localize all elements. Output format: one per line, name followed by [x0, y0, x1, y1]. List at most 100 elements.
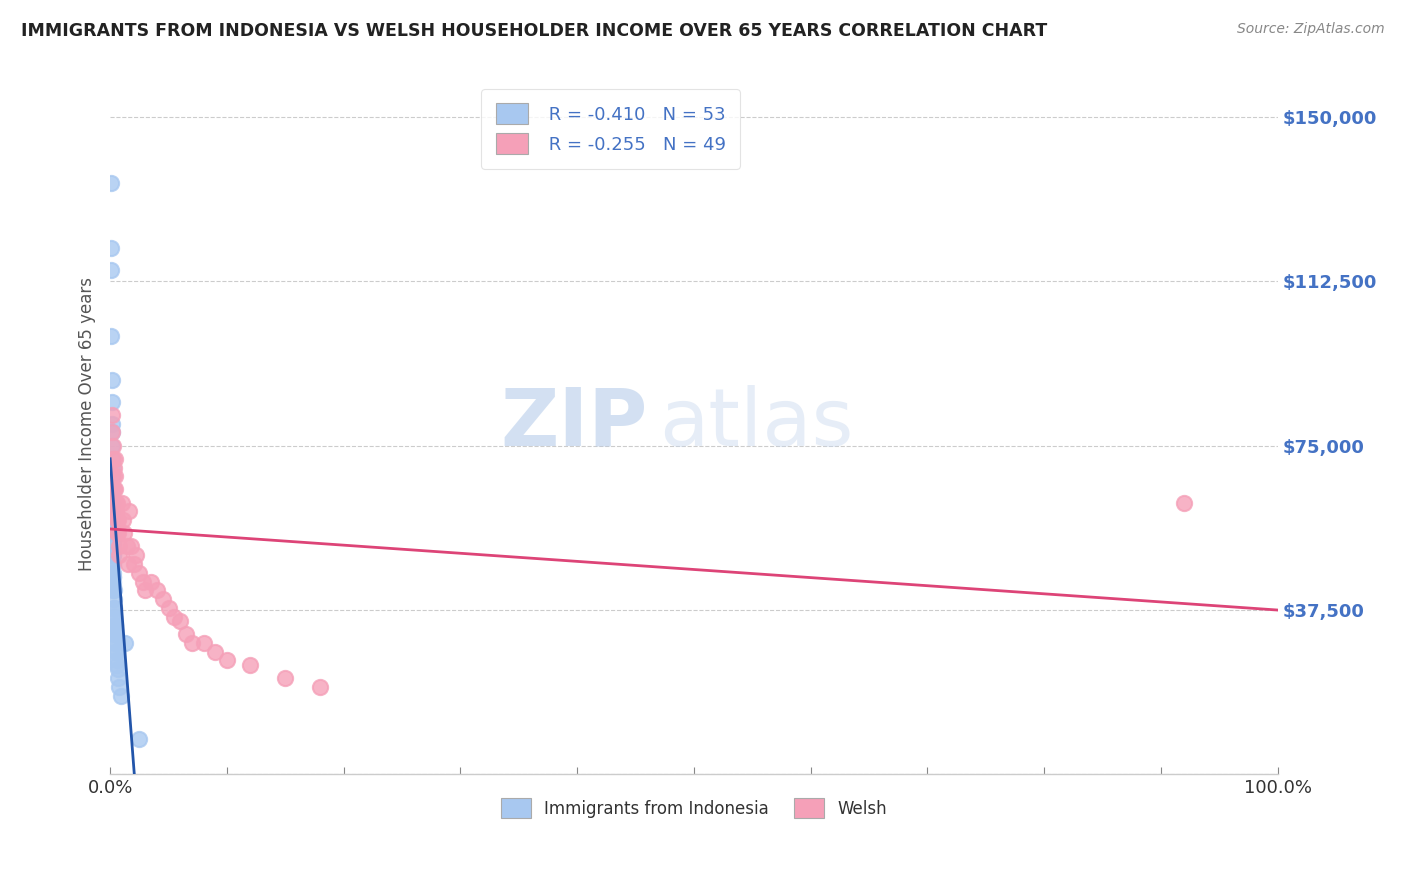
Point	[111, 513, 134, 527]
Point	[125, 548, 148, 562]
Point	[101, 570, 124, 584]
Point	[103, 600, 125, 615]
Point	[108, 680, 131, 694]
Point	[100, 417, 122, 431]
Point	[128, 732, 150, 747]
Point	[101, 425, 124, 440]
Point	[103, 483, 125, 497]
Point	[117, 557, 139, 571]
Point	[101, 495, 124, 509]
Point	[105, 513, 128, 527]
Text: Source: ZipAtlas.com: Source: ZipAtlas.com	[1237, 22, 1385, 37]
Point	[1173, 495, 1195, 509]
Point	[107, 671, 129, 685]
Point	[101, 557, 124, 571]
Point	[105, 636, 128, 650]
Point	[101, 522, 124, 536]
Point	[104, 636, 127, 650]
Legend: Immigrants from Indonesia, Welsh: Immigrants from Indonesia, Welsh	[489, 787, 898, 830]
Point	[101, 469, 124, 483]
Point	[101, 451, 124, 466]
Point	[103, 469, 125, 483]
Point	[118, 504, 141, 518]
Point	[111, 495, 134, 509]
Point	[104, 451, 127, 466]
Point	[103, 570, 125, 584]
Point	[101, 408, 124, 422]
Point	[107, 513, 129, 527]
Point	[101, 513, 124, 527]
Point	[105, 526, 128, 541]
Point	[152, 592, 174, 607]
Point	[108, 540, 131, 554]
Point	[103, 574, 125, 589]
Point	[101, 548, 124, 562]
Point	[122, 557, 145, 571]
Point	[101, 439, 124, 453]
Point	[101, 526, 124, 541]
Point	[101, 566, 124, 580]
Point	[108, 548, 131, 562]
Point	[174, 627, 197, 641]
Point	[193, 636, 215, 650]
Point	[120, 540, 142, 554]
Point	[101, 460, 124, 475]
Point	[103, 579, 125, 593]
Point	[100, 241, 122, 255]
Point	[100, 329, 122, 343]
Point	[103, 614, 125, 628]
Point	[134, 583, 156, 598]
Point	[100, 394, 122, 409]
Point	[101, 483, 124, 497]
Point	[103, 583, 125, 598]
Point	[103, 592, 125, 607]
Point	[104, 627, 127, 641]
Point	[239, 657, 262, 672]
Point	[110, 689, 132, 703]
Point	[104, 504, 127, 518]
Point	[101, 548, 124, 562]
Point	[103, 583, 125, 598]
Point	[105, 504, 128, 518]
Point	[101, 504, 124, 518]
Point	[146, 583, 169, 598]
Point	[100, 176, 122, 190]
Point	[101, 439, 124, 453]
Point	[169, 614, 191, 628]
Point	[132, 574, 155, 589]
Text: IMMIGRANTS FROM INDONESIA VS WELSH HOUSEHOLDER INCOME OVER 65 YEARS CORRELATION : IMMIGRANTS FROM INDONESIA VS WELSH HOUSE…	[21, 22, 1047, 40]
Point	[104, 483, 127, 497]
Point	[105, 645, 128, 659]
Point	[115, 540, 138, 554]
Point	[163, 609, 186, 624]
Y-axis label: Householder Income Over 65 years: Householder Income Over 65 years	[79, 277, 96, 571]
Text: ZIP: ZIP	[501, 384, 647, 463]
Point	[100, 263, 122, 277]
Point	[114, 636, 136, 650]
Point	[101, 557, 124, 571]
Point	[274, 671, 297, 685]
Point	[101, 425, 124, 440]
Point	[157, 600, 180, 615]
Point	[101, 451, 124, 466]
Point	[101, 540, 124, 554]
Point	[180, 636, 202, 650]
Point	[104, 627, 127, 641]
Point	[104, 495, 127, 509]
Point	[103, 483, 125, 497]
Point	[128, 566, 150, 580]
Point	[100, 373, 122, 387]
Point	[204, 645, 226, 659]
Point	[107, 526, 129, 541]
Point	[139, 574, 162, 589]
Text: atlas: atlas	[659, 384, 853, 463]
Point	[104, 623, 127, 637]
Point	[103, 460, 125, 475]
Point	[112, 526, 135, 541]
Point	[215, 653, 238, 667]
Point	[107, 662, 129, 676]
Point	[101, 495, 124, 509]
Point	[103, 600, 125, 615]
Point	[104, 618, 127, 632]
Point	[105, 653, 128, 667]
